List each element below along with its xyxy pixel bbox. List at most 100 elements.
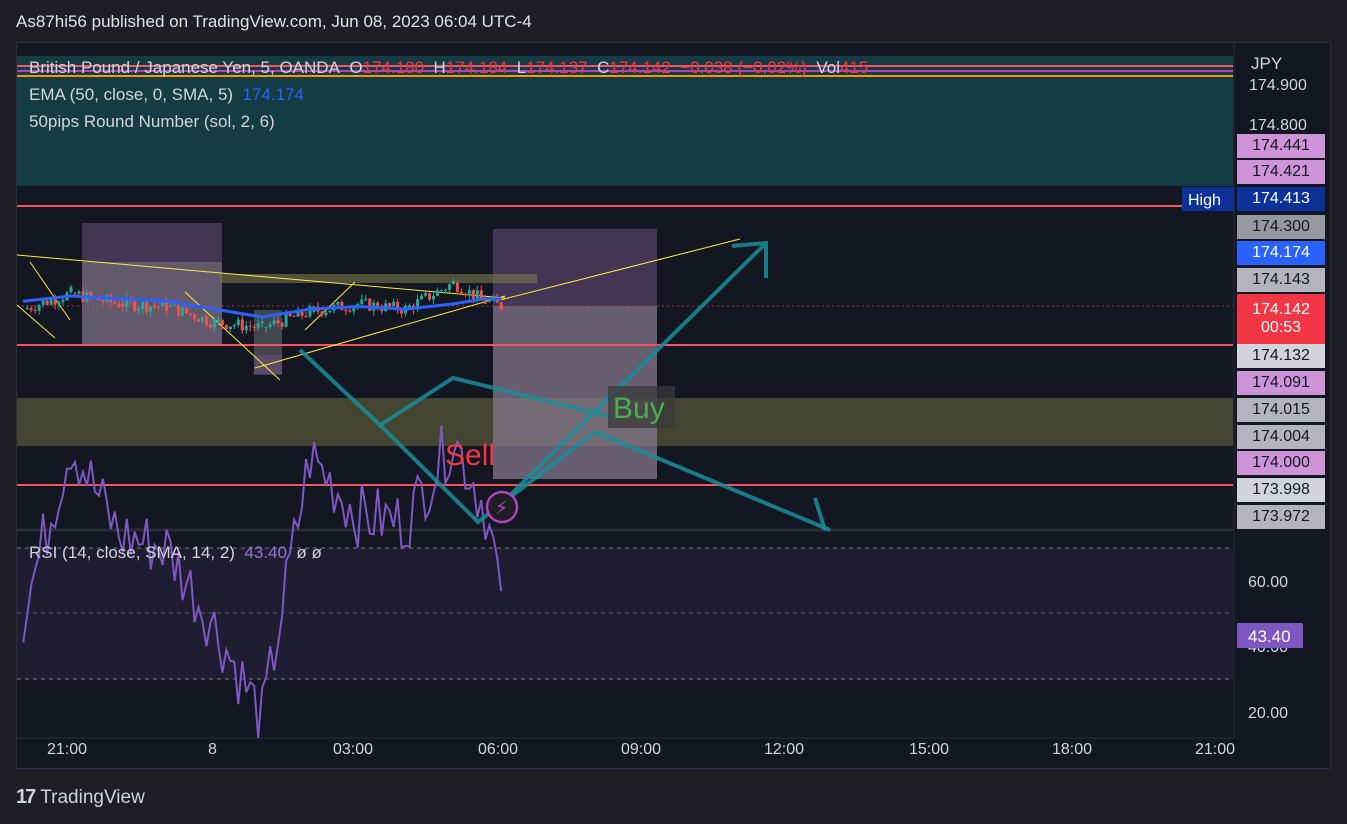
candle-body — [296, 309, 300, 317]
lightning-icon[interactable]: ⚡ — [495, 498, 508, 519]
candle-body — [212, 319, 216, 328]
candle-body — [447, 284, 451, 290]
open-value: 174.180 — [362, 58, 425, 77]
candle-body — [308, 306, 312, 317]
round-number-label: 50pips Round Number (sol, 2, 6) — [29, 112, 275, 131]
candle-body — [200, 316, 204, 322]
price-tag: 174.421 — [1237, 160, 1325, 184]
candle-body — [204, 316, 208, 325]
price-tick-174800: 174.800 — [1249, 117, 1307, 134]
ema-label: EMA (50, close, 0, SMA, 5) — [29, 85, 234, 104]
rsi-line — [22, 425, 503, 738]
price-tag-label: 173.998 — [1252, 481, 1310, 498]
candle-body — [69, 287, 73, 293]
price-tag: 174.413 — [1237, 187, 1325, 211]
rsi-label: RSI (14, close, SMA, 14, 2) — [29, 543, 235, 562]
candle-body — [77, 291, 81, 294]
candle-body — [376, 302, 380, 310]
candle-body — [121, 303, 125, 308]
currency-label[interactable]: JPY — [1251, 54, 1283, 73]
symbol-legend[interactable]: British Pound / Japanese Yen, 5, OANDA O… — [29, 58, 868, 78]
volume-label: Vol — [816, 58, 841, 77]
candle-body — [153, 306, 157, 308]
candle-body — [455, 282, 459, 292]
candle-body — [451, 280, 455, 285]
price-tag-label: 173.972 — [1252, 508, 1310, 525]
ema-value: 174.174 — [242, 85, 304, 104]
time-label-7: 15:00 — [909, 741, 949, 758]
close-label: C — [597, 58, 610, 77]
candle-body — [268, 324, 272, 327]
time-label-4: 06:00 — [478, 741, 518, 758]
projection-path-up — [298, 348, 613, 428]
candle-body — [467, 289, 471, 296]
trendline-extension — [499, 238, 741, 301]
trendlines — [16, 238, 741, 381]
candle-body — [284, 313, 288, 327]
sell-label: Sell — [445, 439, 495, 472]
trendline — [254, 295, 506, 369]
candle-body — [25, 307, 29, 310]
high-marker: High — [1188, 192, 1221, 209]
price-tag-label: 174.300 — [1252, 218, 1310, 235]
candle-body — [61, 300, 65, 303]
time-label-5: 09:00 — [621, 741, 661, 758]
rsi-legend[interactable]: RSI (14, close, SMA, 14, 2) 43.40 ø ø — [29, 543, 322, 563]
time-label-8: 18:00 — [1052, 741, 1092, 758]
high-marker-bg — [1182, 187, 1234, 211]
candle-body — [228, 326, 232, 330]
candle-body — [137, 308, 141, 312]
candle-body — [475, 290, 479, 299]
change-value: −0.038 (−0.02%) — [680, 58, 807, 77]
price-tag-label: 174.174 — [1252, 244, 1310, 261]
price-tag: 174.143 — [1237, 268, 1325, 292]
candle-body — [53, 299, 57, 305]
candle-body — [288, 313, 292, 316]
brand-name: TradingView — [40, 786, 145, 808]
candle-body — [463, 294, 467, 296]
candle-body — [344, 310, 348, 312]
ema-legend[interactable]: EMA (50, close, 0, SMA, 5) 174.174 — [29, 85, 304, 105]
candle-body — [348, 310, 352, 312]
candle-body — [117, 303, 121, 308]
candle-body — [471, 289, 475, 299]
candle-body — [483, 298, 487, 304]
candle-body — [416, 299, 420, 310]
candle-body — [189, 313, 192, 315]
candle-body — [499, 302, 503, 310]
price-tag: 174.132 — [1237, 344, 1325, 368]
candle-body — [428, 293, 431, 300]
candle-body — [260, 321, 264, 324]
price-tag: 174.142 00:53 — [1237, 294, 1325, 344]
price-tag: 174.174 — [1237, 241, 1325, 265]
round-number-legend[interactable]: 50pips Round Number (sol, 2, 6) — [29, 112, 275, 132]
trendline — [16, 304, 56, 339]
rsi-value-tag-bg — [1237, 623, 1303, 648]
projection-path-rise — [498, 243, 766, 507]
candle-body — [443, 289, 447, 291]
time-label-1: 21:00 — [47, 741, 87, 758]
candle-body — [133, 301, 137, 312]
candle-body — [173, 304, 177, 306]
candle-body — [177, 304, 181, 316]
price-tag: 174.091 — [1237, 371, 1325, 395]
price-tag-label: 174.413 — [1252, 190, 1310, 207]
candle-body — [435, 290, 439, 296]
rsi-tick-60: 60.00 — [1248, 574, 1288, 591]
candle-body — [420, 295, 424, 300]
candle-body — [29, 307, 33, 310]
candle-body — [368, 298, 372, 311]
footer-brand[interactable]: 17 TradingView — [16, 786, 145, 809]
trendline — [16, 254, 506, 299]
price-tag: 174.015 — [1237, 398, 1325, 422]
candle-body — [380, 309, 384, 311]
close-value: 174.142 — [609, 58, 671, 77]
candle-body — [364, 298, 368, 300]
price-tag: 174.441 — [1237, 134, 1325, 158]
candle-body — [125, 298, 129, 308]
ema-line — [23, 294, 502, 319]
trendline — [304, 281, 356, 331]
zone-top-teal — [17, 56, 1233, 186]
candle-body — [165, 301, 169, 312]
